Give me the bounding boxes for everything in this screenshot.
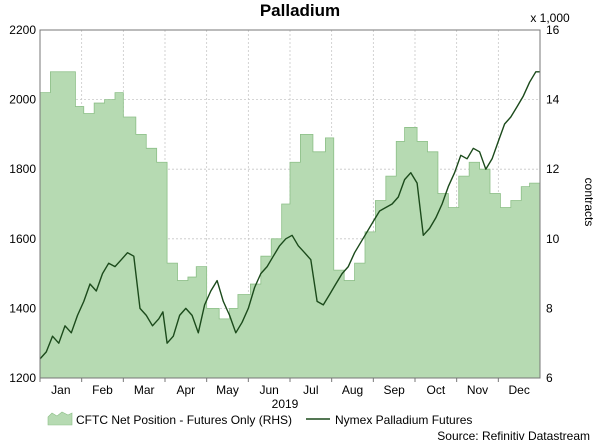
cftc-area-series: [39, 71, 541, 379]
left-tick-label: 1200: [9, 371, 36, 385]
legend-label-nymex: Nymex Palladium Futures: [335, 413, 472, 427]
right-tick-label: 10: [546, 232, 560, 246]
month-tick-label: Oct: [426, 383, 445, 397]
right-tick-label: 12: [546, 162, 560, 176]
palladium-line-series: [39, 71, 540, 360]
right-tick-label: 6: [546, 371, 553, 385]
legend-area-swatch: [47, 411, 73, 426]
legend: CFTC Net Position - Futures Only (RHS) N…: [47, 411, 472, 427]
left-tick-label: 2200: [9, 23, 36, 37]
month-tick-label: Jan: [51, 383, 70, 397]
chart-title: Palladium: [260, 1, 340, 20]
month-tick-label: Jun: [259, 383, 278, 397]
left-tick-label: 1800: [9, 162, 36, 176]
month-tick-label: Aug: [342, 383, 363, 397]
right-tick-label: 8: [546, 301, 553, 315]
right-axis-ticks: 6 8 10 12 14 16: [546, 23, 560, 385]
month-tick-label: Sep: [383, 383, 405, 397]
month-tick-label: Jul: [303, 383, 318, 397]
month-tick-label: Dec: [508, 383, 529, 397]
month-axis-ticks: Jan Feb Mar Apr May Jun Jul Aug Sep Oct Nov Dec: [39, 378, 530, 397]
month-tick-label: Feb: [92, 383, 113, 397]
month-tick-label: May: [216, 383, 239, 397]
right-tick-label: 14: [546, 93, 560, 107]
left-tick-label: 1600: [9, 232, 36, 246]
right-axis-label: contracts: [582, 178, 596, 227]
month-tick-label: Nov: [467, 383, 488, 397]
month-tick-label: Mar: [134, 383, 155, 397]
source-note: Source: Refinitiv Datastream: [437, 429, 590, 443]
left-tick-label: 1400: [9, 301, 36, 315]
legend-label-cftc: CFTC Net Position - Futures Only (RHS): [76, 413, 292, 427]
right-tick-label: 16: [546, 23, 560, 37]
right-axis-multiplier: x 1,000: [530, 11, 570, 25]
nymex-palladium-line: [39, 71, 540, 360]
cftc-net-position-area: [39, 71, 541, 379]
left-axis-ticks: 1200 1400 1600 1800 2000 2200: [9, 23, 36, 385]
left-tick-label: 2000: [9, 93, 36, 107]
x-axis-year-label: 2019: [272, 397, 299, 411]
month-tick-label: Apr: [176, 383, 195, 397]
